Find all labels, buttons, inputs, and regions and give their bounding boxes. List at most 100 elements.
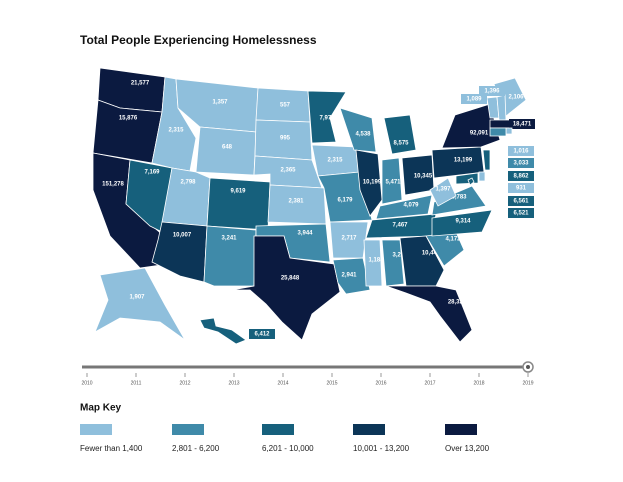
state[interactable] bbox=[94, 267, 186, 341]
state[interactable] bbox=[381, 157, 403, 205]
state[interactable] bbox=[385, 285, 473, 343]
state[interactable] bbox=[489, 119, 513, 129]
state[interactable] bbox=[383, 114, 417, 155]
state-value-label: 6,521 bbox=[513, 211, 529, 217]
state[interactable] bbox=[482, 149, 491, 171]
state-value-label: 10,007 bbox=[173, 233, 192, 239]
timeline-year[interactable]: 2013 bbox=[228, 380, 239, 386]
state[interactable] bbox=[399, 235, 445, 287]
legend-swatch bbox=[80, 424, 112, 435]
state-value-label: 2,365 bbox=[280, 168, 296, 174]
legend-label: Fewer than 1,400 bbox=[80, 444, 143, 453]
state[interactable] bbox=[355, 149, 383, 217]
state[interactable] bbox=[307, 90, 347, 144]
legend-label: 10,001 - 13,200 bbox=[353, 444, 410, 453]
state-value-label: 10,199 bbox=[363, 180, 382, 186]
state-value-label: 1,016 bbox=[513, 149, 529, 155]
timeline-year[interactable]: 2011 bbox=[131, 380, 142, 386]
state-value-label: 557 bbox=[280, 103, 291, 109]
timeline-handle-dot bbox=[526, 365, 530, 369]
state-value-label: 13,199 bbox=[454, 158, 473, 164]
state[interactable] bbox=[429, 177, 457, 207]
state[interactable] bbox=[431, 209, 493, 237]
legend-swatch bbox=[172, 424, 204, 435]
state-value-label: 2,717 bbox=[341, 236, 357, 242]
state-value-label: 10,443 bbox=[422, 251, 441, 257]
state[interactable] bbox=[317, 171, 373, 223]
state-value-label: 4,079 bbox=[403, 203, 419, 209]
state-value-label: 7,467 bbox=[392, 223, 408, 229]
state[interactable] bbox=[332, 257, 371, 295]
state[interactable] bbox=[375, 194, 433, 220]
state[interactable] bbox=[231, 235, 341, 341]
timeline-year[interactable]: 2012 bbox=[179, 380, 190, 386]
legend-label: Over 13,200 bbox=[445, 444, 490, 453]
timeline: 2010 2011 2012 2013 2014 2015 2016 2017 2018 2019 bbox=[81, 361, 534, 386]
state[interactable] bbox=[489, 127, 507, 137]
state[interactable] bbox=[125, 159, 173, 233]
state-value-label: 92,091 bbox=[470, 131, 489, 137]
state[interactable] bbox=[203, 225, 257, 287]
legend-swatch bbox=[262, 424, 294, 435]
state-value-label: 6,179 bbox=[337, 198, 353, 204]
state-value-label: 1,357 bbox=[212, 100, 228, 106]
timeline-year[interactable]: 2016 bbox=[375, 380, 386, 386]
state-value-label: 8,862 bbox=[513, 174, 529, 180]
label-box bbox=[508, 158, 534, 168]
legend-swatch bbox=[445, 424, 477, 435]
timeline-year[interactable]: 2018 bbox=[473, 380, 484, 386]
state-value-label: 648 bbox=[222, 145, 233, 151]
state-value-label: 6,412 bbox=[254, 332, 270, 338]
state[interactable] bbox=[195, 126, 257, 176]
state-value-label: 151,278 bbox=[102, 182, 124, 188]
timeline-year[interactable]: 2015 bbox=[326, 380, 337, 386]
state[interactable] bbox=[431, 185, 487, 216]
state-value-label: 931 bbox=[516, 186, 527, 192]
state-value-label: 4,172 bbox=[445, 237, 461, 243]
state-value-label: 2,381 bbox=[288, 199, 304, 205]
state-value-label: 1,396 bbox=[484, 89, 500, 95]
title: Total People Experiencing Homelessness bbox=[80, 33, 317, 47]
label-box bbox=[508, 183, 534, 193]
timeline-year[interactable]: 2019 bbox=[522, 380, 533, 386]
state-value-label: 2,941 bbox=[341, 273, 357, 279]
state-value-label: 3,944 bbox=[297, 231, 313, 237]
state-value-label: 5,471 bbox=[385, 180, 401, 186]
legend-label: 6,201 - 10,000 bbox=[262, 444, 314, 453]
state-value-label: 2,106 bbox=[508, 95, 524, 101]
state[interactable] bbox=[206, 177, 271, 231]
state-value-label: 3,261 bbox=[392, 253, 408, 259]
state-value-label: 1,184 bbox=[368, 258, 384, 264]
state[interactable] bbox=[505, 127, 513, 135]
state-value-label: 3,241 bbox=[221, 236, 237, 242]
state[interactable] bbox=[467, 177, 475, 186]
legend-label: 2,801 - 6,200 bbox=[172, 444, 220, 453]
state-value-label: 7,977 bbox=[319, 116, 335, 122]
state-value-label: 1,907 bbox=[129, 295, 145, 301]
label-box bbox=[508, 196, 534, 206]
timeline-year[interactable]: 2014 bbox=[277, 380, 288, 386]
label-box bbox=[508, 208, 534, 218]
timeline-year[interactable]: 2017 bbox=[424, 380, 435, 386]
state[interactable] bbox=[199, 317, 247, 345]
legend-swatch bbox=[353, 424, 385, 435]
state[interactable] bbox=[496, 94, 507, 121]
legend-title: Map Key bbox=[80, 403, 122, 414]
label-box bbox=[461, 94, 487, 104]
state-value-label: 9,314 bbox=[455, 219, 471, 225]
state[interactable] bbox=[441, 103, 501, 149]
state[interactable] bbox=[363, 239, 383, 287]
state-value-label: 25,848 bbox=[281, 276, 300, 282]
state[interactable] bbox=[478, 171, 486, 182]
state-value-label: 10,345 bbox=[414, 174, 433, 180]
map: 21,577 15,876 151,278 7,169 2,315 1,357 648 2,7… bbox=[92, 67, 535, 345]
state-value-label: 3,033 bbox=[513, 161, 529, 167]
state[interactable] bbox=[151, 221, 208, 283]
timeline-year[interactable]: 2010 bbox=[81, 380, 92, 386]
state[interactable] bbox=[339, 107, 377, 153]
label-box bbox=[509, 119, 535, 129]
state[interactable] bbox=[381, 239, 405, 287]
legend: Fewer than 1,400 2,801 - 6,200 6,201 - 10,… bbox=[80, 424, 490, 453]
state-value-label: 1,089 bbox=[466, 97, 482, 103]
